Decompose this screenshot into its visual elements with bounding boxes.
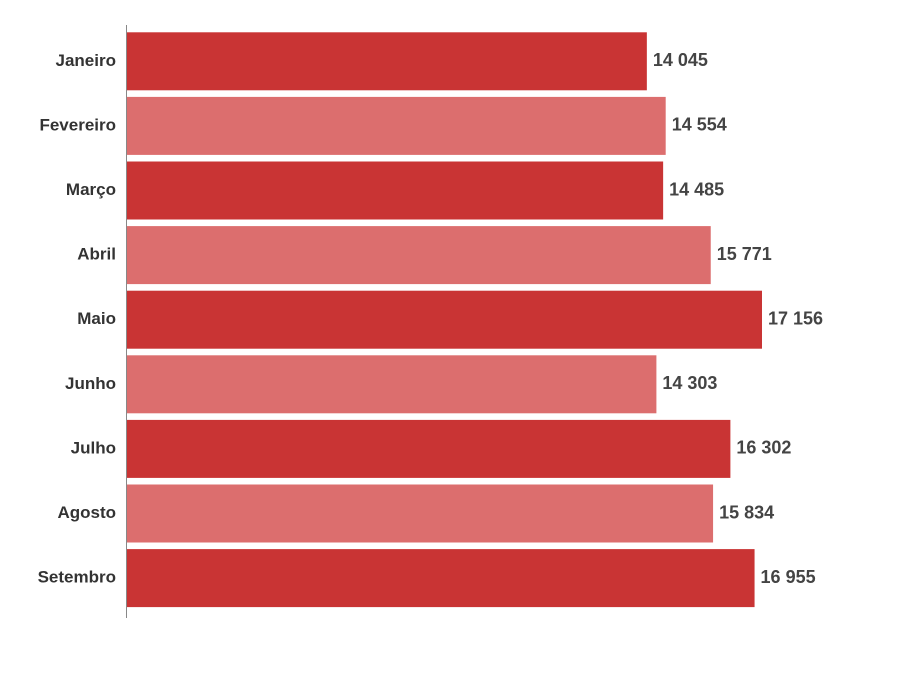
category-label: Agosto bbox=[57, 503, 116, 522]
category-label: Maio bbox=[77, 309, 116, 328]
value-label: 15 834 bbox=[719, 502, 774, 522]
category-label: Julho bbox=[71, 438, 116, 457]
bar bbox=[127, 419, 731, 478]
value-label: 14 045 bbox=[653, 50, 708, 70]
bar bbox=[127, 32, 647, 91]
category-label: Setembro bbox=[38, 568, 116, 587]
category-label: Janeiro bbox=[56, 51, 116, 70]
category-label: Março bbox=[66, 180, 116, 199]
value-label: 17 156 bbox=[768, 308, 823, 328]
category-label: Junho bbox=[65, 374, 116, 393]
bar bbox=[127, 161, 664, 220]
bar bbox=[127, 290, 762, 349]
value-label: 15 771 bbox=[717, 244, 772, 264]
category-label: Abril bbox=[77, 245, 116, 264]
bar bbox=[127, 484, 714, 543]
value-label: 14 303 bbox=[662, 373, 717, 393]
bar bbox=[127, 355, 657, 414]
category-label: Fevereiro bbox=[39, 115, 116, 134]
bar bbox=[127, 549, 755, 608]
value-label: 16 302 bbox=[736, 438, 791, 458]
value-label: 16 955 bbox=[761, 567, 816, 587]
value-label: 14 485 bbox=[669, 179, 724, 199]
value-label: 14 554 bbox=[672, 115, 727, 135]
bar bbox=[127, 226, 711, 285]
bar bbox=[127, 96, 666, 155]
